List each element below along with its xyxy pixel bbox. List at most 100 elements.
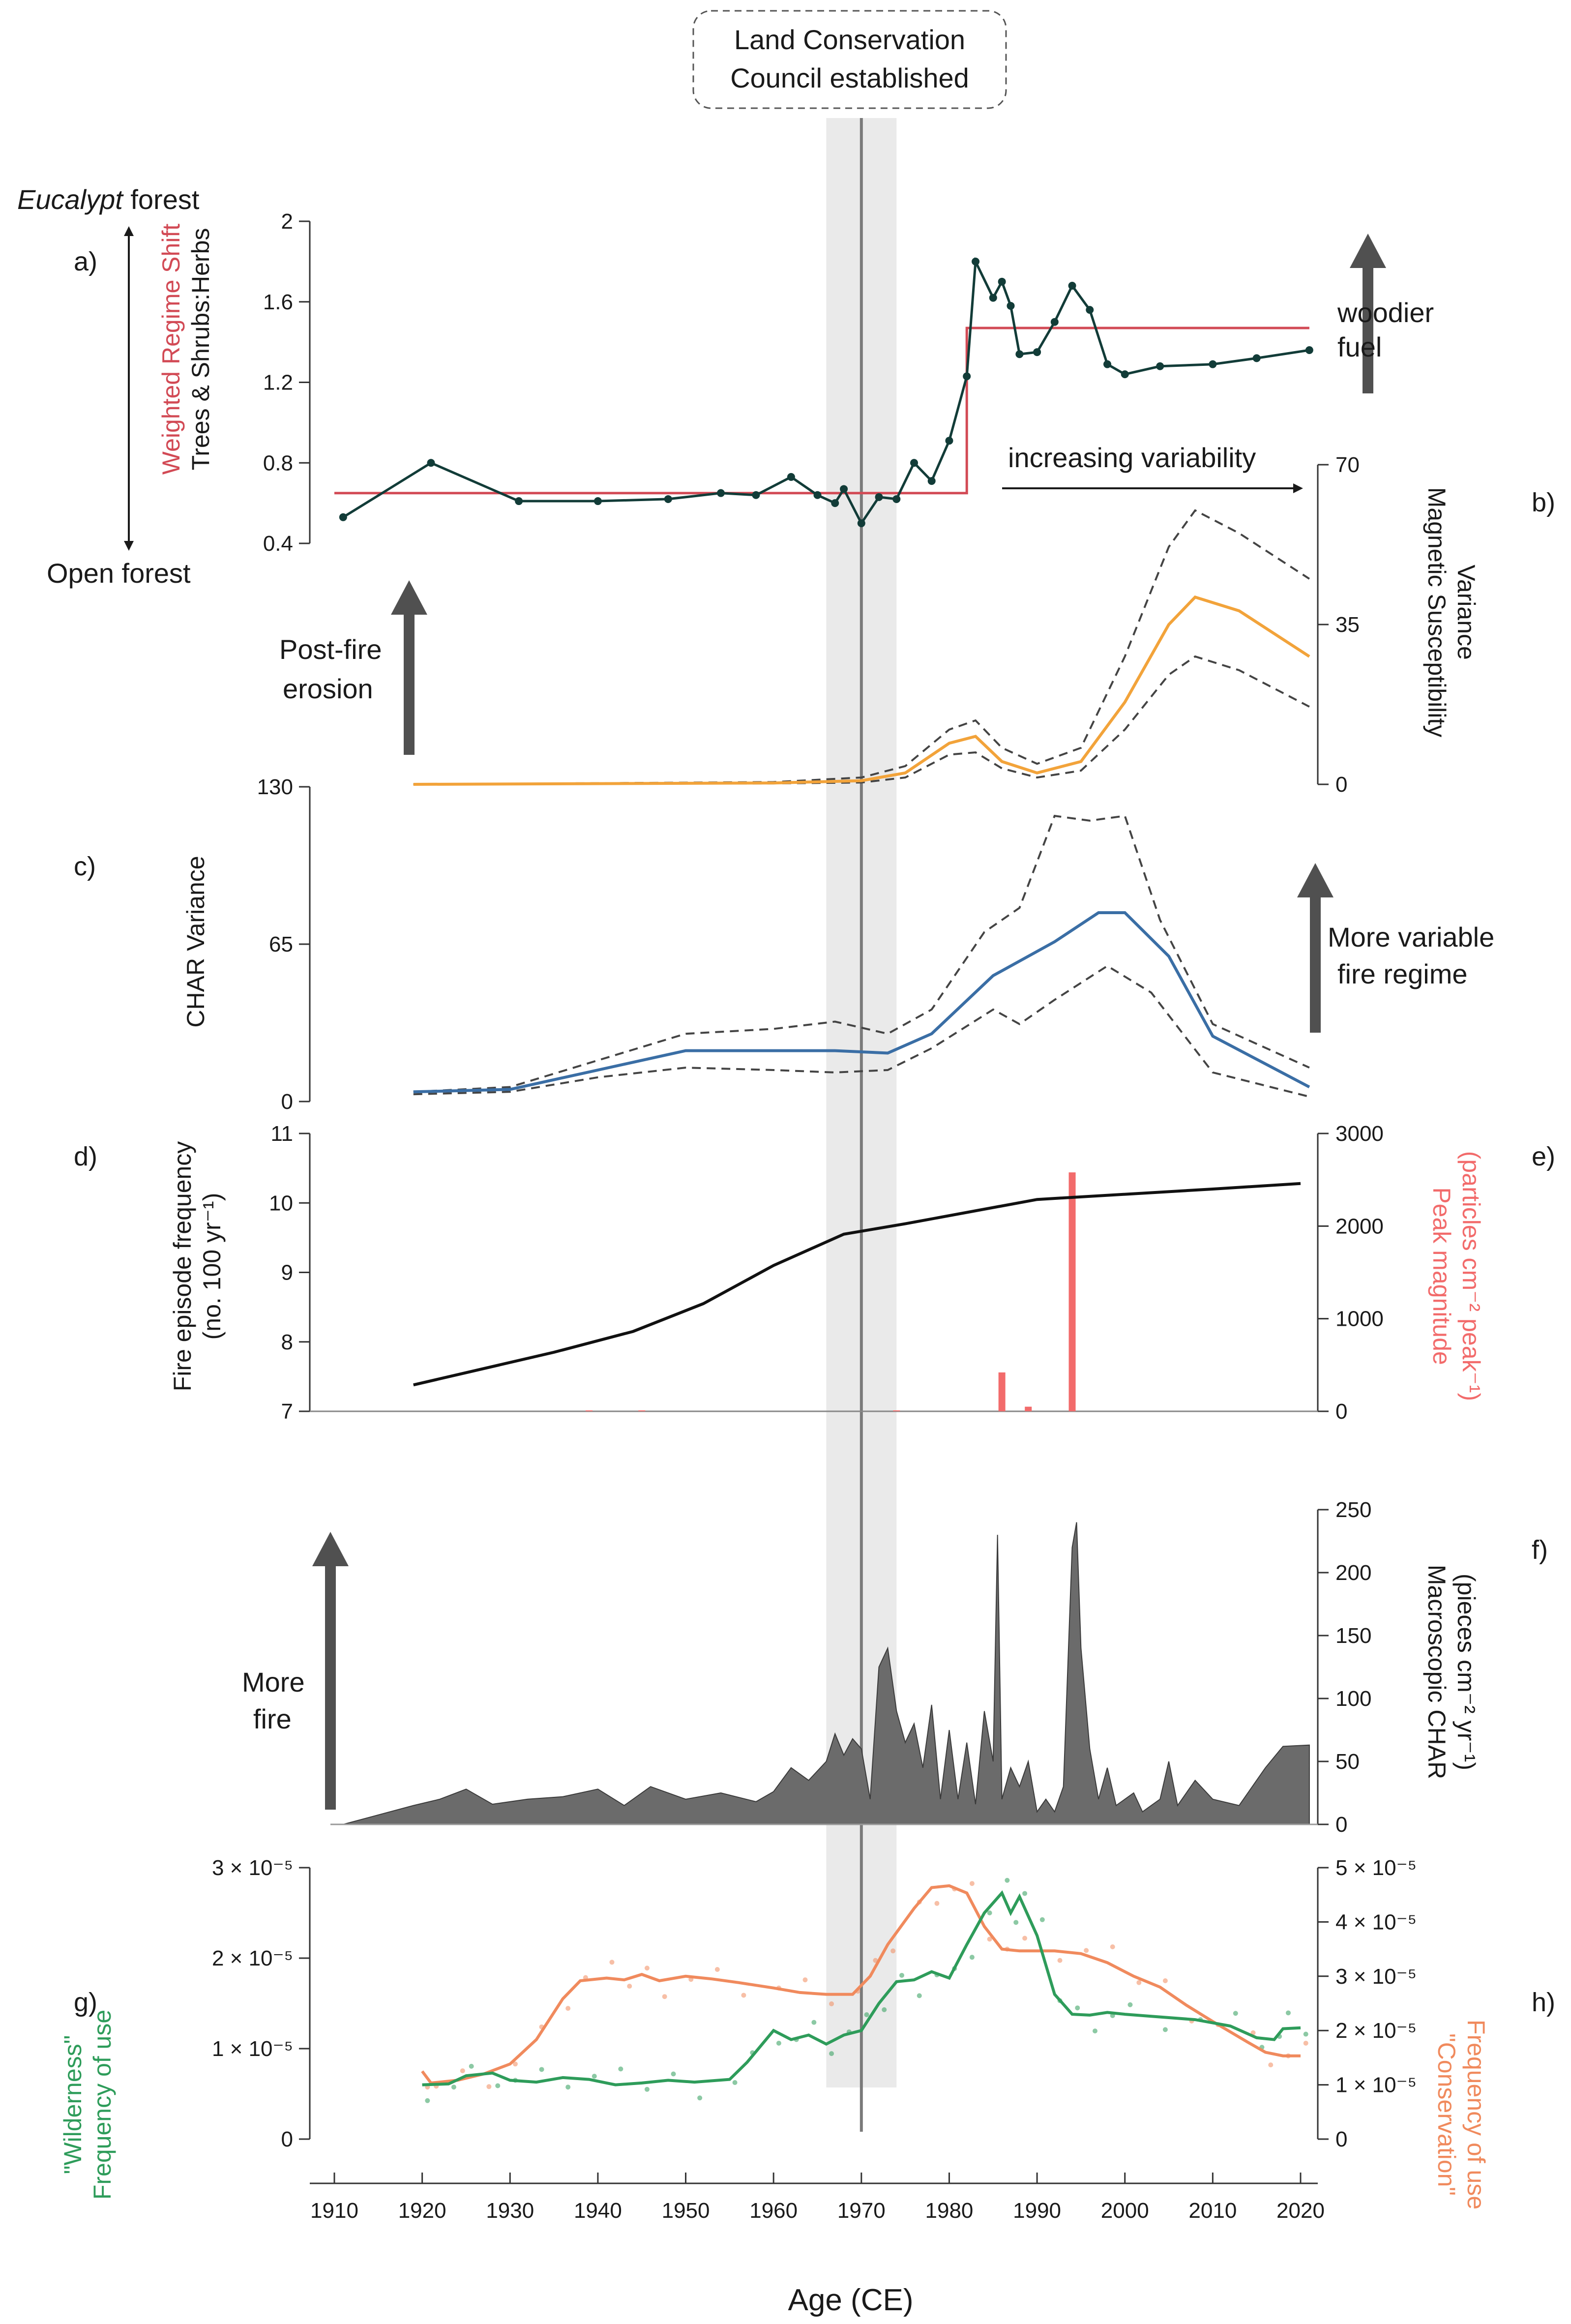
wilderness-point [1092,2028,1097,2034]
x-tick-label: 1980 [925,2199,974,2223]
ratio-point [515,497,523,506]
ratio-point [945,437,953,445]
panel-a-y-tick-label: 0.4 [263,532,293,556]
ratio-point [593,497,602,506]
ratio-point [892,495,901,503]
panel-a-y-tick-label: 1.2 [263,371,293,395]
panel-h-y-tick-label: 4 × 10⁻⁵ [1335,1910,1417,1934]
macro-char-label-1: Macroscopic CHAR [1423,1565,1451,1779]
panel-h-y-tick-label: 1 × 10⁻⁵ [1335,2073,1417,2097]
conservation-point [609,1960,615,1965]
panel-d: 7 8 9 10 11 0 1000 2000 3000 [269,1122,1384,1424]
erosion-arrow [391,580,427,755]
wilderness-point [592,2074,597,2079]
wilderness-point [469,2063,474,2069]
x-tick-label: 1940 [574,2199,622,2223]
panel-d-y-tick-label: 11 [270,1122,293,1146]
conservation-point [1162,1978,1168,1983]
peak-mag-label-2: (particles cm⁻² peak⁻¹) [1457,1151,1485,1401]
woodier-label-1: woodier [1337,297,1434,328]
conservation-point [829,2001,834,2006]
more-fire-label-1: More [242,1667,305,1698]
char-lower-bound [413,964,1310,1098]
mag-upper-bound [413,509,1310,785]
conservation-point [1022,1936,1028,1941]
conservation-point [714,1967,720,1972]
panel-d-y-tick-label: 7 [281,1400,293,1424]
ratio-point [1086,306,1094,314]
wilderness-point [565,2085,571,2090]
wilderness-point [969,1955,975,1960]
fire-freq-label-2: (no. 100 yr⁻¹) [198,1193,226,1340]
ratio-point [840,485,848,493]
panel-g-y-tick-label: 2 × 10⁻⁵ [212,1946,293,1970]
fire-freq-label-1: Fire episode frequency [169,1141,196,1392]
wilderness-point [539,2067,544,2072]
wilderness-line [422,1890,1301,2086]
panel-e-y-tick-label: 0 [1335,1400,1347,1424]
panel-h-y-tick-label: 3 × 10⁻⁵ [1335,1965,1417,1989]
conservation-point [1250,2030,1256,2035]
fire-regime-label-1: More variable [1328,922,1494,953]
conservation-point [627,1984,632,1989]
wilderness-label-2: Frequency of use [89,2010,116,2200]
wilderness-point [1233,2011,1238,2016]
woodier-label-2: fuel [1337,331,1382,362]
ratio-point [1007,301,1015,310]
ratio-point [1050,318,1059,326]
x-tick-label: 1950 [662,2199,710,2223]
x-tick-label: 2020 [1276,2199,1325,2223]
ratio-point [972,257,980,266]
panel-label-g: g) [74,1988,97,2017]
conservation-point [486,2084,492,2089]
conservation-point [512,2061,518,2067]
regime-shift-label: Weighted Regime Shift [157,224,185,475]
wilderness-point [1005,1877,1010,1883]
panel-h-y-tick-label: 0 [1335,2127,1347,2151]
ratio-point [989,294,997,302]
char-var-label: CHAR Variance [182,856,209,1027]
panel-d-y-tick-label: 9 [281,1261,293,1285]
wilderness-point [829,2051,834,2056]
peak-magnitude-bar [586,1410,593,1411]
ratio-point [1156,362,1164,370]
ratio-point [831,499,839,507]
wilderness-point [1022,1891,1028,1896]
mag-variance-line [413,595,1310,786]
conservation-point [644,1966,650,1971]
peak-mag-label-1: Peak magnitude [1428,1187,1455,1365]
fire-regime-label-2: fire regime [1337,958,1468,989]
panel-c: 0 65 130 [257,775,1310,1114]
conservation-point [565,2006,571,2011]
ratio-point [1068,282,1076,290]
mag-var-label-1: Magnetic Susceptibility [1423,487,1451,738]
conservation-point [1268,2062,1274,2068]
x-axis-title: Age (CE) [788,2283,914,2317]
panel-label-e: e) [1532,1142,1555,1171]
panel-e-y-tick-label: 1000 [1335,1307,1384,1331]
char-variance-line [413,911,1310,1094]
conservation-point [1084,1948,1089,1953]
panel-label-b: b) [1532,488,1555,517]
open-forest-label: Open forest [47,558,191,589]
conservation-point [662,1994,667,1999]
panel-e-y-tick-label: 2000 [1335,1214,1384,1238]
panel-label-h: h) [1532,1988,1555,2017]
wilderness-point [425,2098,430,2103]
wilderness-point [618,2066,623,2072]
wilderness-point [644,2086,650,2092]
conservation-point [1136,1980,1142,1985]
panel-g-y-tick-label: 3 × 10⁻⁵ [212,1856,293,1880]
wilderness-point [882,2007,887,2012]
panel-f: 0 50 100 150 200 250 [330,1498,1371,1837]
ratio-point [927,477,936,485]
panel-f-y-tick-label: 50 [1335,1750,1360,1774]
conservation-label-1: "Conservation" [1433,2033,1460,2196]
panel-e-y-tick-label: 3000 [1335,1122,1384,1146]
panel-h-y-tick-label: 2 × 10⁻⁵ [1335,2019,1417,2043]
conservation-point [802,1977,808,1983]
wilderness-point [1039,1917,1045,1922]
eucalypt-italic: Eucalypt [17,184,124,215]
panel-label-d: d) [74,1142,97,1171]
